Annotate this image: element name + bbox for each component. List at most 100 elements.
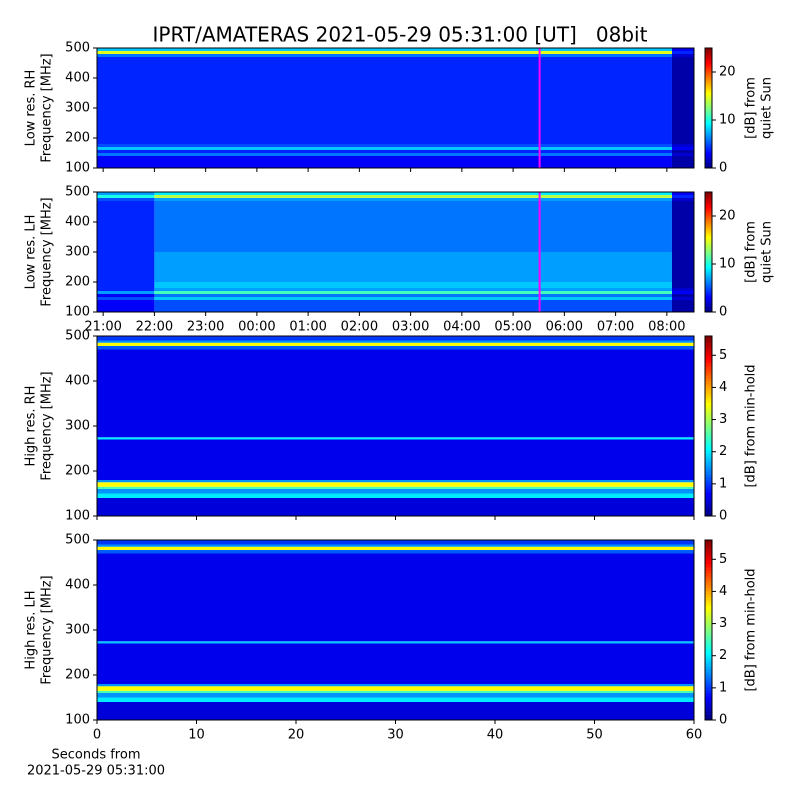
colorbar-segment [705, 435, 712, 439]
heatmap-cell [154, 300, 672, 312]
colorbar-segment [705, 510, 712, 514]
heatmap-cell [97, 108, 672, 138]
colorbar-segment [705, 78, 712, 81]
colorbar-segment [705, 98, 712, 101]
colorbar-segment [705, 242, 712, 245]
heatmap-cell [154, 297, 672, 300]
heatmap-cell [671, 198, 694, 201]
heatmap-cell [154, 252, 672, 282]
y-tick-label: 300 [65, 623, 90, 638]
heatmap-cell [97, 192, 155, 195]
colorbar-segment [705, 357, 712, 361]
colorbar-segment [705, 240, 712, 243]
colorbar-segment [705, 624, 712, 628]
y-tick-label: 200 [65, 131, 90, 146]
y-tick-label: 200 [65, 275, 90, 290]
y-axis-label: Frequency [MHz] [40, 575, 55, 684]
colorbar-segment [705, 681, 712, 685]
colorbar-segment [705, 264, 712, 267]
colorbar-segment [705, 74, 712, 77]
heatmap-cell [97, 147, 672, 150]
colorbar-segment [705, 272, 712, 275]
colorbar-segment [705, 258, 712, 261]
y-axis-label: High res. LH [24, 590, 39, 669]
heatmap-cell [97, 198, 155, 201]
y-axis-label: Frequency [MHz] [40, 371, 55, 480]
colorbar-segment [705, 600, 712, 604]
colorbar-segment [705, 48, 712, 51]
colorbar-segment [705, 417, 712, 421]
colorbar-segment [705, 160, 712, 163]
colorbar-segment [705, 232, 712, 235]
colorbar-segment [705, 363, 712, 367]
y-tick-label: 100 [65, 509, 90, 524]
colorbar-segment [705, 110, 712, 113]
colorbar-segment [705, 162, 712, 165]
colorbar-segment [705, 84, 712, 87]
colorbar-segment [705, 468, 712, 472]
colorbar-segment [705, 228, 712, 231]
colorbar-segment [705, 426, 712, 430]
y-tick-label: 300 [65, 101, 90, 116]
colorbar-segment [705, 134, 712, 137]
colorbar-segment [705, 336, 712, 340]
colorbar-segment [705, 100, 712, 103]
colorbar-segment [705, 136, 712, 139]
colorbar-segment [705, 102, 712, 105]
colorbar-segment [705, 696, 712, 700]
x-tick-label: 03:00 [392, 320, 429, 335]
heatmap-cell [154, 192, 672, 195]
colorbar-segment [705, 82, 712, 85]
colorbar-segment [705, 597, 712, 601]
colorbar-segment [705, 244, 712, 247]
colorbar-segment [705, 486, 712, 490]
colorbar-segment [705, 396, 712, 400]
colorbar-segment [705, 432, 712, 436]
colorbar-segment [705, 222, 712, 225]
colorbar-segment [705, 672, 712, 676]
colorbar-segment [705, 399, 712, 403]
heatmap-cell [97, 486, 694, 489]
colorbar-segment [705, 642, 712, 646]
colorbar-segment [705, 549, 712, 553]
y-tick-label: 400 [65, 374, 90, 389]
x-tick-label: 01:00 [289, 320, 326, 335]
heatmap-cell [671, 54, 694, 57]
colorbar-segment [705, 120, 712, 123]
colorbar-segment [705, 711, 712, 715]
colorbar-segment [705, 80, 712, 83]
colorbar-segment [705, 351, 712, 355]
colorbar-segment [705, 618, 712, 622]
colorbar-segment [705, 250, 712, 253]
colorbar-segment [705, 234, 712, 237]
colorbar-segment [705, 142, 712, 145]
colorbar-segment [705, 699, 712, 703]
colorbar-segment [705, 474, 712, 478]
y-tick-label: 500 [65, 533, 90, 548]
heatmap-cell [97, 297, 155, 300]
colorbar-segment [705, 248, 712, 251]
x-tick-label: 23:00 [187, 320, 224, 335]
colorbar-segment [705, 588, 712, 592]
colorbar-segment [705, 684, 712, 688]
colorbar-segment [705, 68, 712, 71]
x-tick-label: 50 [586, 728, 603, 743]
heatmap-cell [97, 540, 694, 545]
x-tick-label: 30 [387, 728, 404, 743]
heatmap-cell [671, 282, 694, 288]
colorbar-segment [705, 423, 712, 427]
colorbar-segment [705, 104, 712, 107]
heatmap-cell [97, 349, 694, 438]
heatmap-cell [671, 201, 694, 222]
heatmap-cell [671, 48, 694, 51]
colorbar-tick-label: 10 [719, 113, 736, 128]
colorbar-segment [705, 495, 712, 499]
colorbar-segment [705, 702, 712, 706]
colorbar-segment [705, 276, 712, 279]
colorbar-segment [705, 552, 712, 556]
colorbar-segment [705, 666, 712, 670]
colorbar-segment [705, 402, 712, 406]
heatmap-cell [671, 78, 694, 108]
colorbar-segment [705, 260, 712, 263]
